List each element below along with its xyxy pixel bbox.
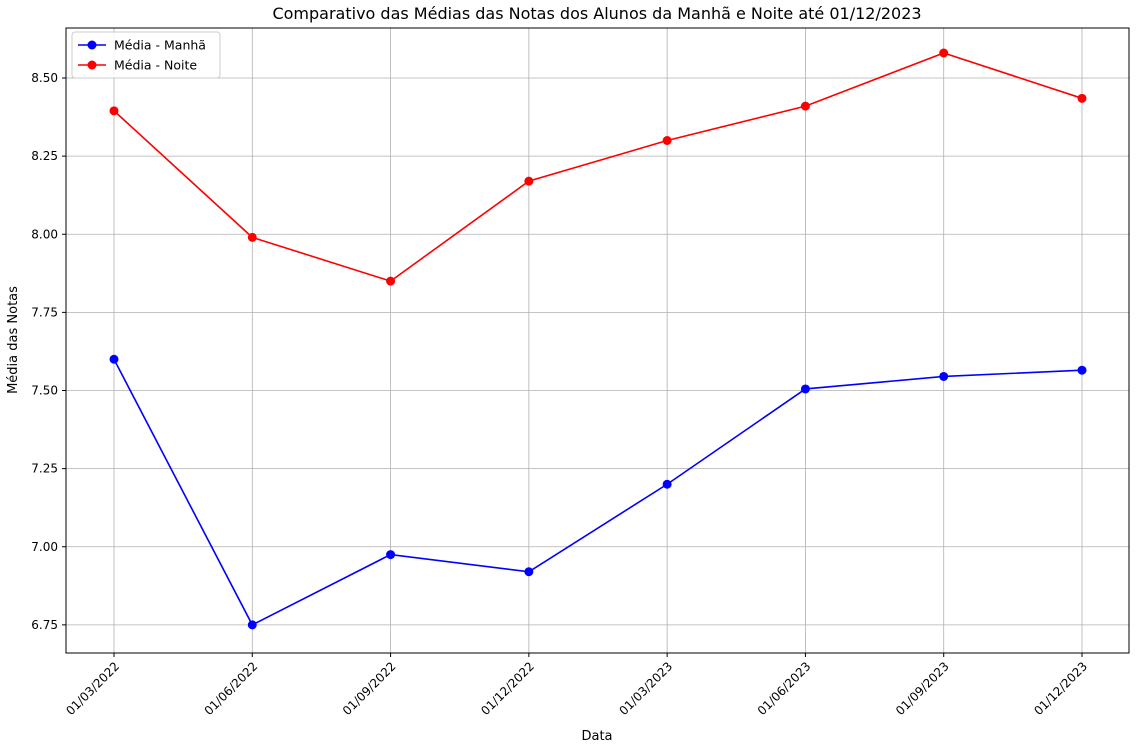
x-tick-label: 01/06/2023: [755, 659, 814, 718]
legend-entry: Média - Noite: [78, 58, 197, 73]
series-layer: [109, 48, 1087, 630]
x-axis-label: Data: [581, 729, 612, 744]
legend-box: [71, 31, 221, 79]
legend: Média - Manhã Média - Noite: [71, 31, 221, 79]
data-point: [247, 232, 257, 242]
legend-label: Média - Manhã: [114, 38, 206, 53]
grid: [66, 28, 1129, 653]
legend-label: Média - Noite: [114, 58, 197, 73]
data-point: [386, 276, 396, 286]
data-point: [109, 354, 119, 364]
x-tick-label: 01/09/2023: [893, 659, 952, 718]
x-tick-label: 01/12/2023: [1031, 659, 1090, 718]
x-tick-label: 01/12/2022: [478, 659, 537, 718]
data-point: [662, 136, 672, 145]
y-tick-label: 8.00: [31, 227, 58, 241]
data-point: [524, 176, 534, 186]
y-tick-label: 7.75: [31, 305, 58, 319]
data-point: [939, 48, 949, 58]
y-axis-label: Média das Notas: [6, 286, 21, 394]
legend-marker: [87, 60, 97, 70]
x-tick-label: 01/03/2023: [616, 659, 675, 718]
data-point: [247, 620, 257, 630]
data-point: [800, 384, 810, 394]
data-point: [1077, 93, 1087, 103]
y-tick-label: 6.75: [31, 618, 58, 632]
y-axis: 6.75 7.00 7.25 7.50 7.75 8.00 8.25 8.50: [31, 71, 66, 632]
plot-frame: [65, 27, 1130, 654]
data-point: [800, 101, 810, 111]
data-point: [662, 479, 672, 489]
y-tick-label: 8.25: [31, 149, 58, 163]
y-tick-label: 7.50: [31, 384, 58, 398]
legend-marker: [87, 40, 97, 50]
data-point: [109, 106, 119, 116]
series-line: [113, 52, 1083, 283]
x-tick-label: 01/06/2022: [202, 659, 261, 718]
y-tick-label: 7.00: [31, 540, 58, 554]
chart-title: Comparativo das Médias das Notas dos Alu…: [272, 4, 921, 23]
y-tick-label: 7.25: [31, 462, 58, 476]
legend-entry: Média - Manhã: [78, 38, 206, 53]
x-tick-label: 01/03/2022: [63, 659, 122, 718]
data-point: [386, 550, 396, 560]
data-point: [1077, 365, 1087, 375]
x-axis: 01/03/2022 01/06/2022 01/09/2022 01/12/2022…: [63, 653, 1090, 718]
series-manha: [109, 354, 1087, 630]
series-noite: [109, 48, 1087, 286]
data-point: [939, 371, 949, 381]
series-line: [113, 358, 1083, 626]
x-tick-label: 01/09/2022: [340, 659, 399, 718]
data-point: [524, 567, 534, 577]
y-tick-label: 8.50: [31, 71, 58, 85]
